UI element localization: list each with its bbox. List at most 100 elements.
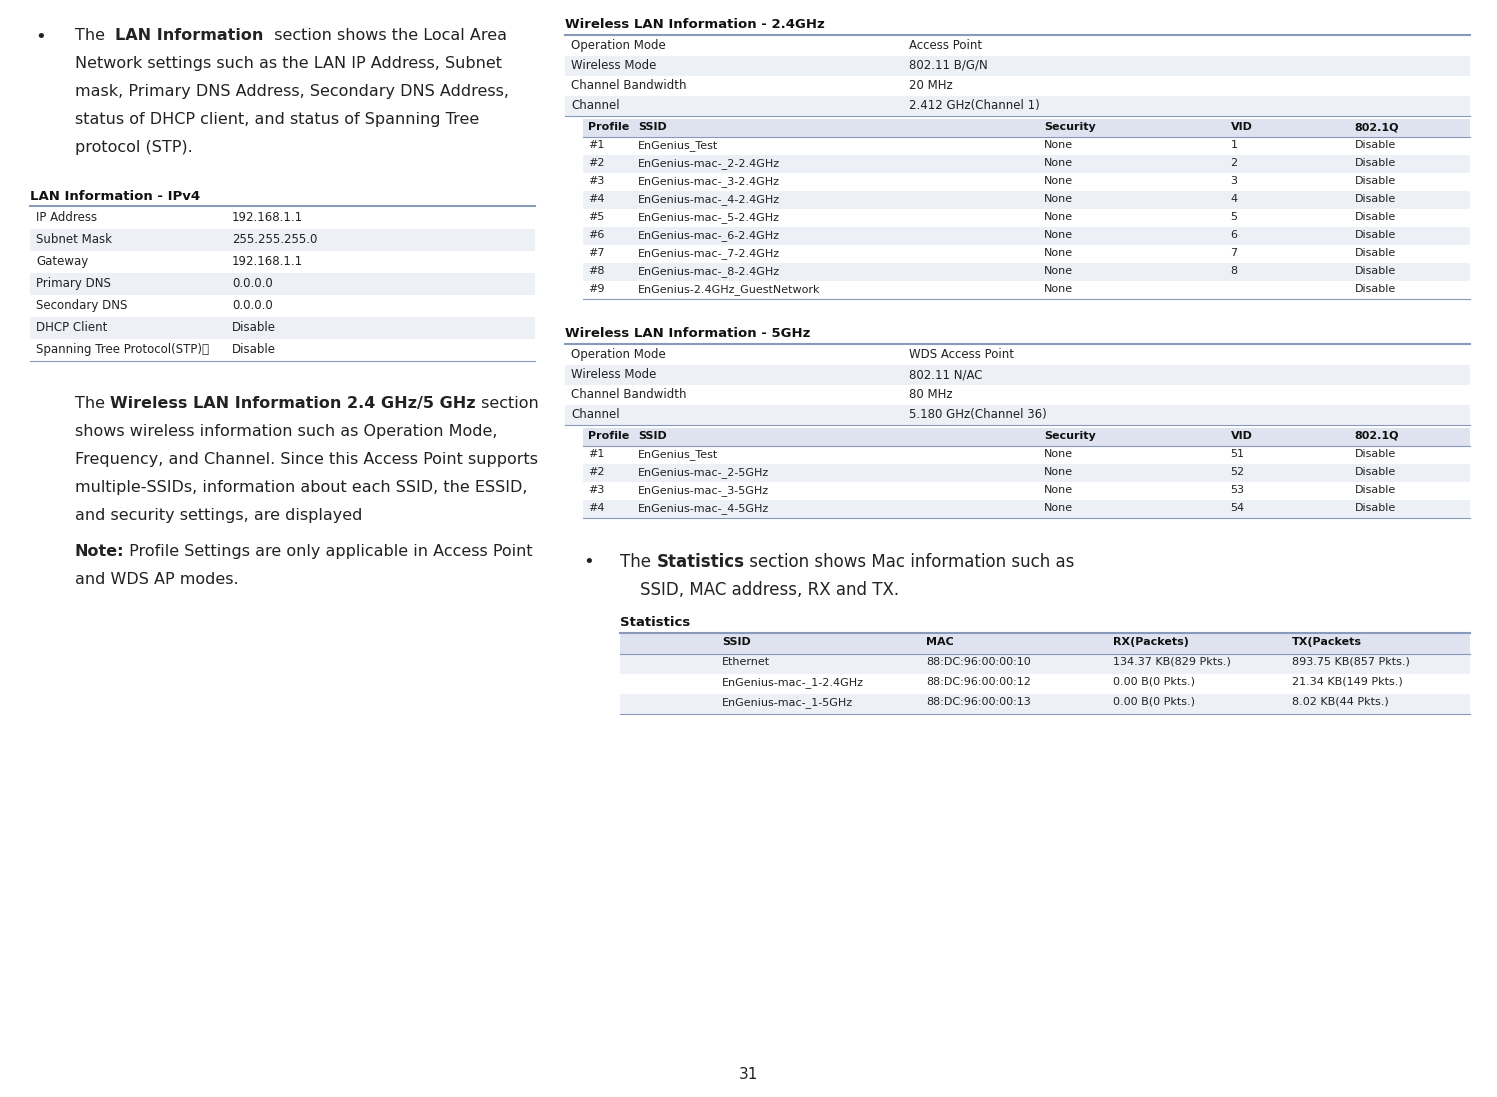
Text: Disable: Disable [232,343,275,357]
Text: #2: #2 [588,467,605,477]
Bar [564,365,1470,385]
Text: Disable: Disable [232,321,275,333]
Text: Security: Security [1045,431,1096,441]
Bar [582,263,1470,281]
Text: #4: #4 [588,504,605,513]
Bar [620,674,1470,694]
Text: #3: #3 [588,485,605,495]
Bar [30,229,534,251]
Text: Security: Security [1045,122,1096,132]
Text: Channel Bandwidth: Channel Bandwidth [570,79,687,92]
Text: Network settings such as the LAN IP Address, Subnet: Network settings such as the LAN IP Addr… [75,56,501,71]
Text: DHCP Client: DHCP Client [36,321,108,333]
Text: Gateway: Gateway [36,255,88,268]
Text: EnGenius_Test: EnGenius_Test [638,140,719,151]
Text: SSID: SSID [638,431,666,441]
Text: 88:DC:96:00:00:12: 88:DC:96:00:00:12 [927,677,1031,687]
Text: MAC: MAC [927,637,954,647]
Text: 8.02 KB(44 Pkts.): 8.02 KB(44 Pkts.) [1292,697,1388,706]
Text: 80 MHz: 80 MHz [909,388,952,402]
Bar [582,210,1470,227]
Bar [582,245,1470,263]
Text: LAN Information - IPv4: LAN Information - IPv4 [30,190,201,203]
Text: VID: VID [1231,122,1253,132]
Text: LAN Information: LAN Information [115,29,263,43]
Text: Spanning Tree Protocol(STP)ⓘ: Spanning Tree Protocol(STP)ⓘ [36,343,210,357]
Text: Secondary DNS: Secondary DNS [36,299,127,312]
Bar [582,155,1470,173]
Text: #1: #1 [588,140,605,150]
Bar [620,654,1470,674]
Text: #9: #9 [588,284,605,294]
Text: SSID: SSID [638,122,666,132]
Bar [30,317,534,339]
Text: #8: #8 [588,265,605,276]
Text: section shows Mac information such as: section shows Mac information such as [744,553,1075,572]
Text: VID: VID [1231,431,1253,441]
Text: Statistics: Statistics [620,617,690,629]
Bar [582,227,1470,245]
Text: None: None [1045,158,1073,168]
Bar [564,385,1470,405]
Text: Disable: Disable [1355,140,1395,150]
Text: Frequency, and Channel. Since this Access Point supports: Frequency, and Channel. Since this Acces… [75,452,537,467]
Text: Profile: Profile [588,122,629,132]
Text: section: section [476,396,539,411]
Text: None: None [1045,485,1073,495]
Text: 20 MHz: 20 MHz [909,79,952,92]
Text: Subnet Mask: Subnet Mask [36,233,112,246]
Text: EnGenius-2.4GHz_GuestNetwork: EnGenius-2.4GHz_GuestNetwork [638,284,820,295]
Text: 0.00 B(0 Pkts.): 0.00 B(0 Pkts.) [1112,677,1195,687]
Bar [582,428,1470,446]
Text: 893.75 KB(857 Pkts.): 893.75 KB(857 Pkts.) [1292,657,1409,667]
Text: #5: #5 [588,212,605,222]
Text: 21.34 KB(149 Pkts.): 21.34 KB(149 Pkts.) [1292,677,1403,687]
Bar [582,281,1470,299]
Bar [30,207,534,229]
Bar [564,36,1470,56]
Text: Ethernet: Ethernet [722,657,769,667]
Text: 8: 8 [1231,265,1238,276]
Text: TX(Packets: TX(Packets [1292,637,1361,647]
Bar [620,694,1470,714]
Text: None: None [1045,194,1073,204]
Text: Note:: Note: [75,544,124,559]
Text: 0.0.0.0: 0.0.0.0 [232,278,272,290]
Bar [564,76,1470,97]
Bar [564,97,1470,116]
Bar [30,295,534,317]
Text: 0.00 B(0 Pkts.): 0.00 B(0 Pkts.) [1112,697,1195,706]
Bar [564,405,1470,425]
Text: 53: 53 [1231,485,1244,495]
Text: Operation Mode: Operation Mode [570,39,666,52]
Text: None: None [1045,467,1073,477]
Text: EnGenius-mac-_1-5GHz: EnGenius-mac-_1-5GHz [722,697,853,708]
Text: Disable: Disable [1355,194,1395,204]
Text: 2: 2 [1231,158,1238,168]
Text: 802.1Q: 802.1Q [1355,431,1400,441]
Text: EnGenius-mac-_4-5GHz: EnGenius-mac-_4-5GHz [638,504,769,513]
Text: SSID, MAC address, RX and TX.: SSID, MAC address, RX and TX. [641,581,900,599]
Text: Channel: Channel [570,408,620,421]
Text: 0.0.0.0: 0.0.0.0 [232,299,272,312]
Text: 2.412 GHz(Channel 1): 2.412 GHz(Channel 1) [909,99,1039,112]
Text: #7: #7 [588,248,605,258]
Text: Primary DNS: Primary DNS [36,278,111,290]
Text: None: None [1045,176,1073,186]
Text: status of DHCP client, and status of Spanning Tree: status of DHCP client, and status of Spa… [75,112,479,127]
Text: Wireless LAN Information 2.4 GHz/5 GHz: Wireless LAN Information 2.4 GHz/5 GHz [111,396,476,411]
Text: 802.11 N/AC: 802.11 N/AC [909,367,982,381]
Text: Profile Settings are only applicable in Access Point: Profile Settings are only applicable in … [124,544,533,559]
Text: Disable: Disable [1355,467,1395,477]
Text: EnGenius-mac-_5-2.4GHz: EnGenius-mac-_5-2.4GHz [638,212,780,223]
Text: 192.168.1.1: 192.168.1.1 [232,211,302,224]
Text: Statistics: Statistics [656,553,744,572]
Bar [582,446,1470,464]
Text: shows wireless information such as Operation Mode,: shows wireless information such as Opera… [75,425,497,439]
Text: protocol (STP).: protocol (STP). [75,140,193,155]
Text: 7: 7 [1231,248,1238,258]
Text: 802.1Q: 802.1Q [1355,122,1400,132]
Text: mask, Primary DNS Address, Secondary DNS Address,: mask, Primary DNS Address, Secondary DNS… [75,84,509,99]
Bar [564,344,1470,365]
Text: EnGenius-mac-_4-2.4GHz: EnGenius-mac-_4-2.4GHz [638,194,780,205]
